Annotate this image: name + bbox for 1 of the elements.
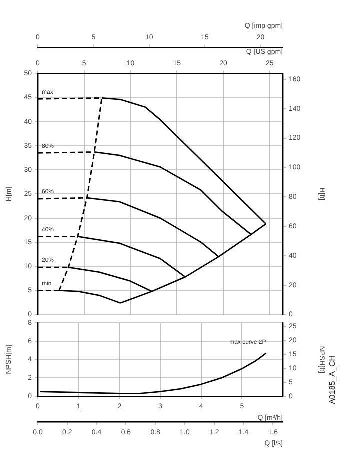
text: A0185_A_CH [328, 355, 338, 404]
